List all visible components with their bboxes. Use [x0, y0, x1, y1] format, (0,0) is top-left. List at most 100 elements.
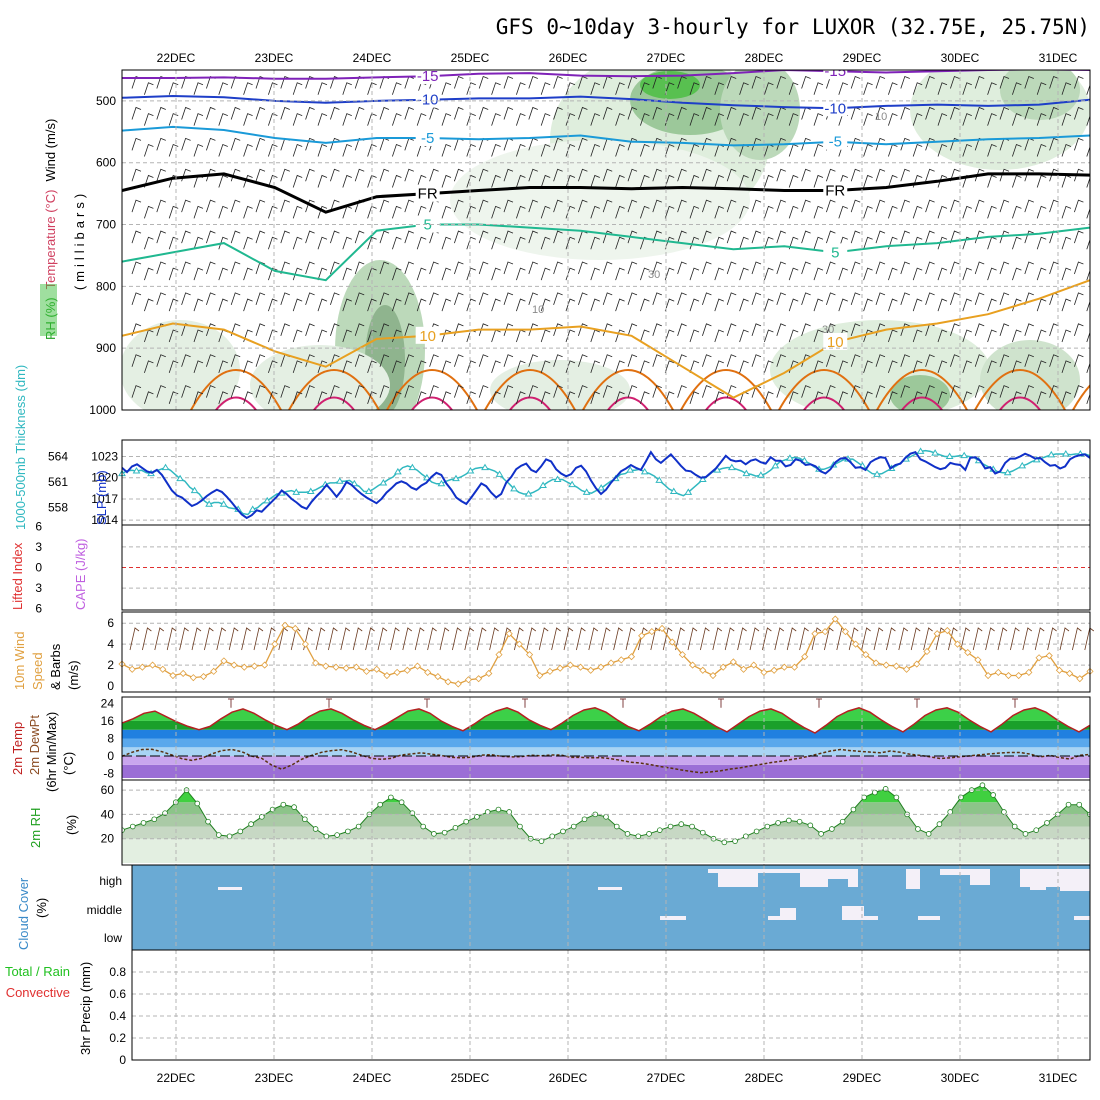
wind-barb: [627, 354, 638, 367]
wind-barb: [565, 174, 576, 188]
wind-barb: [181, 292, 191, 306]
wind-barb: [912, 113, 923, 126]
wind-barb: [1024, 261, 1034, 275]
wind-barb: [181, 385, 191, 398]
wind-barb: [1086, 83, 1090, 95]
wind-barb: [416, 360, 427, 374]
thickness-marker: [393, 467, 402, 475]
wind-barb: [826, 323, 836, 336]
pressure-tick: 900: [96, 341, 116, 355]
wind-barb: [503, 106, 514, 120]
wind-barb: [503, 199, 514, 213]
wind-barb: [516, 360, 526, 374]
wind-barb: [528, 292, 538, 306]
wind-speed-marker: [923, 647, 931, 656]
rh-marker: [1022, 831, 1029, 837]
wind-barb: [813, 236, 824, 250]
thickness-marker: [176, 474, 184, 482]
wind-barb: [974, 106, 985, 120]
wind-barb: [1012, 144, 1022, 157]
wind-barb: [255, 199, 266, 213]
wind-barb: [875, 199, 886, 213]
wind-barb: [478, 230, 489, 244]
wind-barb: [1012, 174, 1022, 188]
wind-barb: [751, 106, 762, 120]
wind-barb: [553, 106, 563, 120]
wind-barb: [454, 199, 464, 213]
cloud-level-label: middle: [87, 903, 123, 917]
bottom-day-label: 26DEC: [549, 1071, 588, 1085]
wind-barb: [1036, 360, 1047, 374]
wind-barb: [454, 292, 464, 306]
thickness-marker: [960, 451, 969, 459]
rh-shading: [1000, 70, 1080, 120]
wind-ylabel: 10m Wind Speed & Barbs (m/s): [12, 631, 81, 690]
wind-barb: [640, 113, 650, 126]
wind-barb: [590, 391, 600, 404]
wind-barb: [392, 205, 402, 219]
wind-barb: [751, 137, 762, 151]
surface-wind-barb: [948, 627, 958, 651]
wind-speed-marker: [597, 663, 605, 671]
top-day-label: 31DEC: [1039, 51, 1078, 65]
wind-barb: [441, 298, 452, 312]
wind-speed-marker: [760, 668, 768, 676]
rh-marker: [958, 794, 964, 801]
wind-barb: [491, 205, 501, 219]
wind-barb: [292, 329, 303, 343]
wind-barb: [974, 292, 985, 306]
wind-barb: [863, 205, 873, 219]
wind-barb: [689, 267, 700, 281]
wind-barb: [354, 323, 365, 336]
wind-barb: [429, 385, 439, 398]
contour-label-bg: [823, 70, 848, 80]
wind-barb: [230, 230, 241, 244]
wind-barb: [764, 82, 774, 95]
wind-barb: [292, 267, 303, 281]
wind-barb: [962, 360, 972, 374]
dewpoint-line: [122, 748, 1090, 774]
wind-barb: [230, 137, 241, 151]
rh-shading: [450, 140, 750, 260]
wind-barb: [900, 292, 910, 306]
wind-barb: [602, 230, 613, 244]
wind-barb: [999, 261, 1010, 275]
wind-barb: [590, 205, 600, 219]
precip-ylabel: 3hr Precip (mm): [78, 962, 93, 1055]
wind-barb: [677, 137, 687, 151]
wind-barb: [850, 137, 861, 151]
wind-barb: [962, 205, 972, 219]
upper-air-ylabel-part: Wind (m/s): [43, 119, 58, 182]
temperature-contour: [122, 223, 1090, 282]
wind-speed-marker: [862, 651, 870, 659]
surface-wind-barb: [538, 627, 549, 651]
wind-barb: [726, 76, 737, 89]
wind-barb: [466, 113, 476, 126]
wind-barb: [1061, 236, 1072, 250]
wind-barb: [652, 385, 662, 398]
lifted-index-tick: 0: [35, 561, 42, 575]
rh-marker: [990, 792, 996, 798]
wind-barb: [553, 354, 563, 367]
wind-barb: [888, 391, 898, 404]
wind-barb: [776, 137, 786, 151]
wind-barb: [1024, 199, 1034, 213]
wind-barb: [615, 360, 625, 374]
wind-barb: [342, 267, 352, 281]
wind-barb: [292, 82, 303, 95]
clear-sky-cell: [708, 869, 718, 873]
rh-marker: [743, 833, 749, 840]
surface-wind-barb: [414, 627, 425, 651]
rh-marker: [291, 804, 297, 810]
thickness-marker: [698, 475, 707, 483]
wind-barb: [726, 168, 737, 182]
wind-barb: [193, 144, 204, 157]
wind-speed-marker: [933, 630, 941, 638]
wind-barb: [379, 354, 390, 367]
rh-marker: [452, 824, 459, 831]
wind-barb: [280, 230, 290, 244]
surface-wind-barb: [972, 627, 983, 651]
wind-barb: [230, 261, 241, 275]
wind-barb: [1024, 168, 1034, 182]
wind-barb: [912, 329, 923, 343]
